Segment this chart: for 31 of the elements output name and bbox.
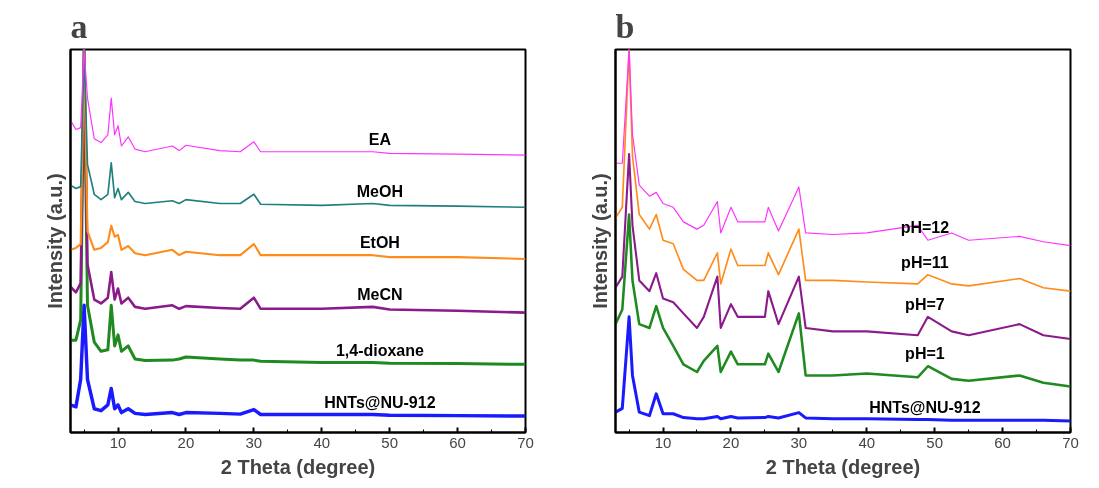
x-tick-label: 60	[449, 433, 466, 451]
x-tick-label: 40	[313, 433, 331, 451]
x-axis-title: 2 Theta (degree)	[220, 455, 376, 478]
y-axis-title: Intensity (a.u.)	[43, 173, 66, 309]
series-label: HNTs@NU-912	[324, 393, 436, 411]
x-tick-label: 20	[722, 433, 740, 451]
series-label: MeOH	[356, 182, 404, 200]
x-tick-label: 10	[109, 433, 127, 451]
series-label: pH=11	[901, 253, 949, 271]
series-label: pH=7	[905, 296, 945, 313]
x-tick-label: 40	[858, 433, 876, 451]
x-tick-label: 10	[654, 433, 672, 451]
series-label: HNTs@NU-912	[869, 398, 981, 416]
series-label: 1,4-dioxane	[335, 341, 425, 359]
x-tick-label: 20	[177, 433, 195, 451]
x-tick-label: 50	[926, 433, 944, 451]
series-label: pH=1	[905, 345, 945, 363]
x-tick-label: 70	[1062, 433, 1079, 451]
x-tick-label: 60	[994, 433, 1011, 451]
series-label: MeCN	[357, 286, 403, 304]
chart-title: b	[615, 7, 635, 45]
series-label: EA	[368, 130, 392, 148]
series-label: pH=12	[900, 219, 950, 237]
x-axis-title: 2 Theta (degree)	[765, 455, 921, 478]
chart-title: a	[70, 7, 88, 45]
x-tick-label: 30	[790, 433, 808, 451]
x-tick-label: 50	[381, 433, 399, 451]
x-tick-label: 70	[517, 433, 534, 451]
y-axis-title: Intensity (a.u.)	[588, 173, 611, 309]
x-tick-label: 30	[245, 433, 263, 451]
series-label: EtOH	[359, 234, 400, 252]
